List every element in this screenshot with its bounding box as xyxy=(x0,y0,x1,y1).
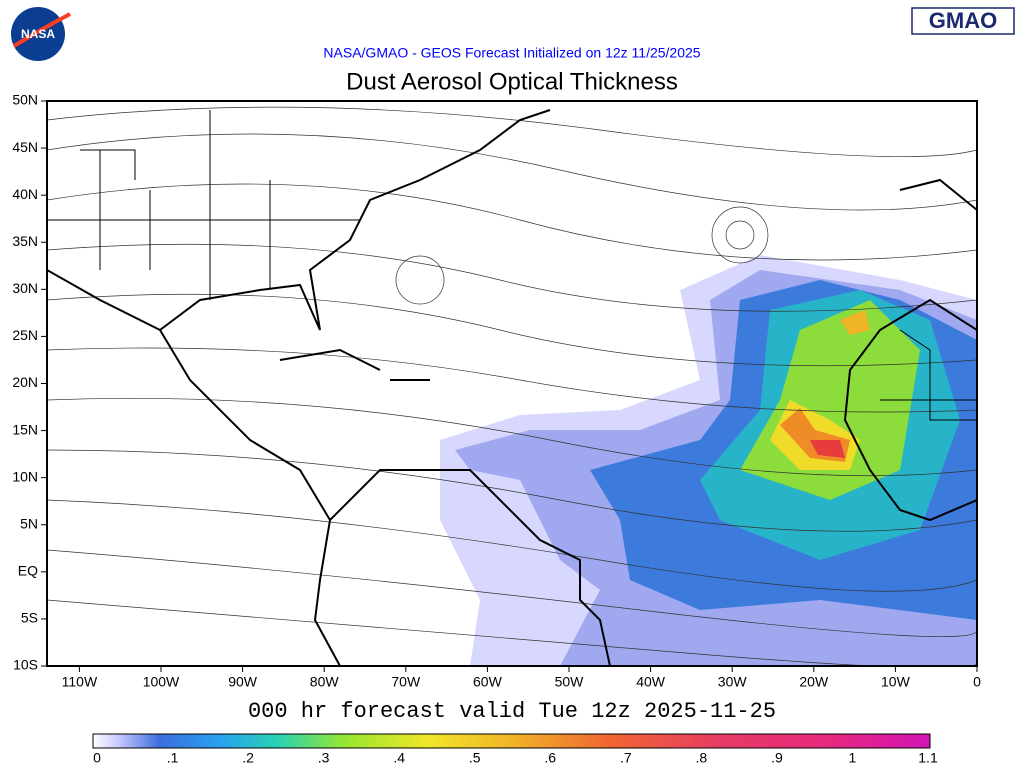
lat-label: 20N xyxy=(12,374,38,390)
lon-label: 60W xyxy=(473,674,503,690)
colorbar xyxy=(92,733,931,749)
logo-text: NASA xyxy=(21,27,55,41)
lat-label: 45N xyxy=(12,139,38,155)
lon-label: 80W xyxy=(310,674,340,690)
colorbar-labels: 0 .1 .2 .3 .4 .5 .6 .7 .8 .9 1 1.1 xyxy=(93,750,938,766)
lat-label: 25N xyxy=(12,327,38,343)
map-area xyxy=(47,101,977,666)
subtitle: NASA/GMAO - GEOS Forecast Initialized on… xyxy=(323,45,700,61)
lat-label: 15N xyxy=(12,421,38,437)
colorbar-label: .6 xyxy=(544,750,556,766)
lon-label: 90W xyxy=(228,674,258,690)
lon-label: 110W xyxy=(62,674,98,690)
borders xyxy=(47,110,977,421)
lon-label: 10W xyxy=(881,674,911,690)
lon-label: 30W xyxy=(718,674,748,690)
streamlines xyxy=(47,106,977,666)
lat-label: 10N xyxy=(12,468,38,484)
dust-field xyxy=(440,255,977,666)
colorbar-label: .2 xyxy=(242,750,254,766)
lat-label: 40N xyxy=(12,186,38,202)
gmao-logo: GMAO xyxy=(929,8,997,33)
colorbar-label: .7 xyxy=(620,750,632,766)
colorbar-label: .8 xyxy=(696,750,708,766)
colorbar-label: 0 xyxy=(93,750,101,766)
lat-label: 5S xyxy=(21,610,38,626)
lat-label: 5N xyxy=(20,515,38,531)
colorbar-label: 1.1 xyxy=(918,750,938,766)
lat-labels: 50N 45N 40N 35N 30N 25N 20N 15N 10N 5N EQ 5S 10S xyxy=(12,92,47,673)
gmao-box xyxy=(911,7,1015,35)
lon-label: 0 xyxy=(973,674,981,690)
lon-label: 70W xyxy=(391,674,421,690)
lon-labels: 110W 100W 90W 80W 70W 60W 50W 40W 30W 20W 10W 0 xyxy=(62,666,981,690)
colorbar-label: .5 xyxy=(469,750,481,766)
lat-label: 35N xyxy=(12,233,38,249)
nasa-logo: NASA xyxy=(11,7,71,61)
colorbar-label: .4 xyxy=(393,750,405,766)
lat-label: 50N xyxy=(12,92,38,108)
lon-label: 50W xyxy=(555,674,585,690)
lon-label: 100W xyxy=(143,674,180,690)
colorbar-label: .1 xyxy=(167,750,179,766)
lon-label: 40W xyxy=(636,674,666,690)
colorbar-label: 1 xyxy=(849,750,857,766)
lat-label: 10S xyxy=(13,657,38,673)
title: Dust Aerosol Optical Thickness xyxy=(346,68,678,95)
colorbar-label: .3 xyxy=(318,750,330,766)
lat-label: EQ xyxy=(18,563,38,579)
colorbar-label: .9 xyxy=(771,750,783,766)
lon-label: 20W xyxy=(799,674,829,690)
coastlines xyxy=(47,109,977,666)
lat-label: 30N xyxy=(12,280,38,296)
valid-time: 000 hr forecast valid Tue 12z 2025-11-25 xyxy=(248,699,776,724)
